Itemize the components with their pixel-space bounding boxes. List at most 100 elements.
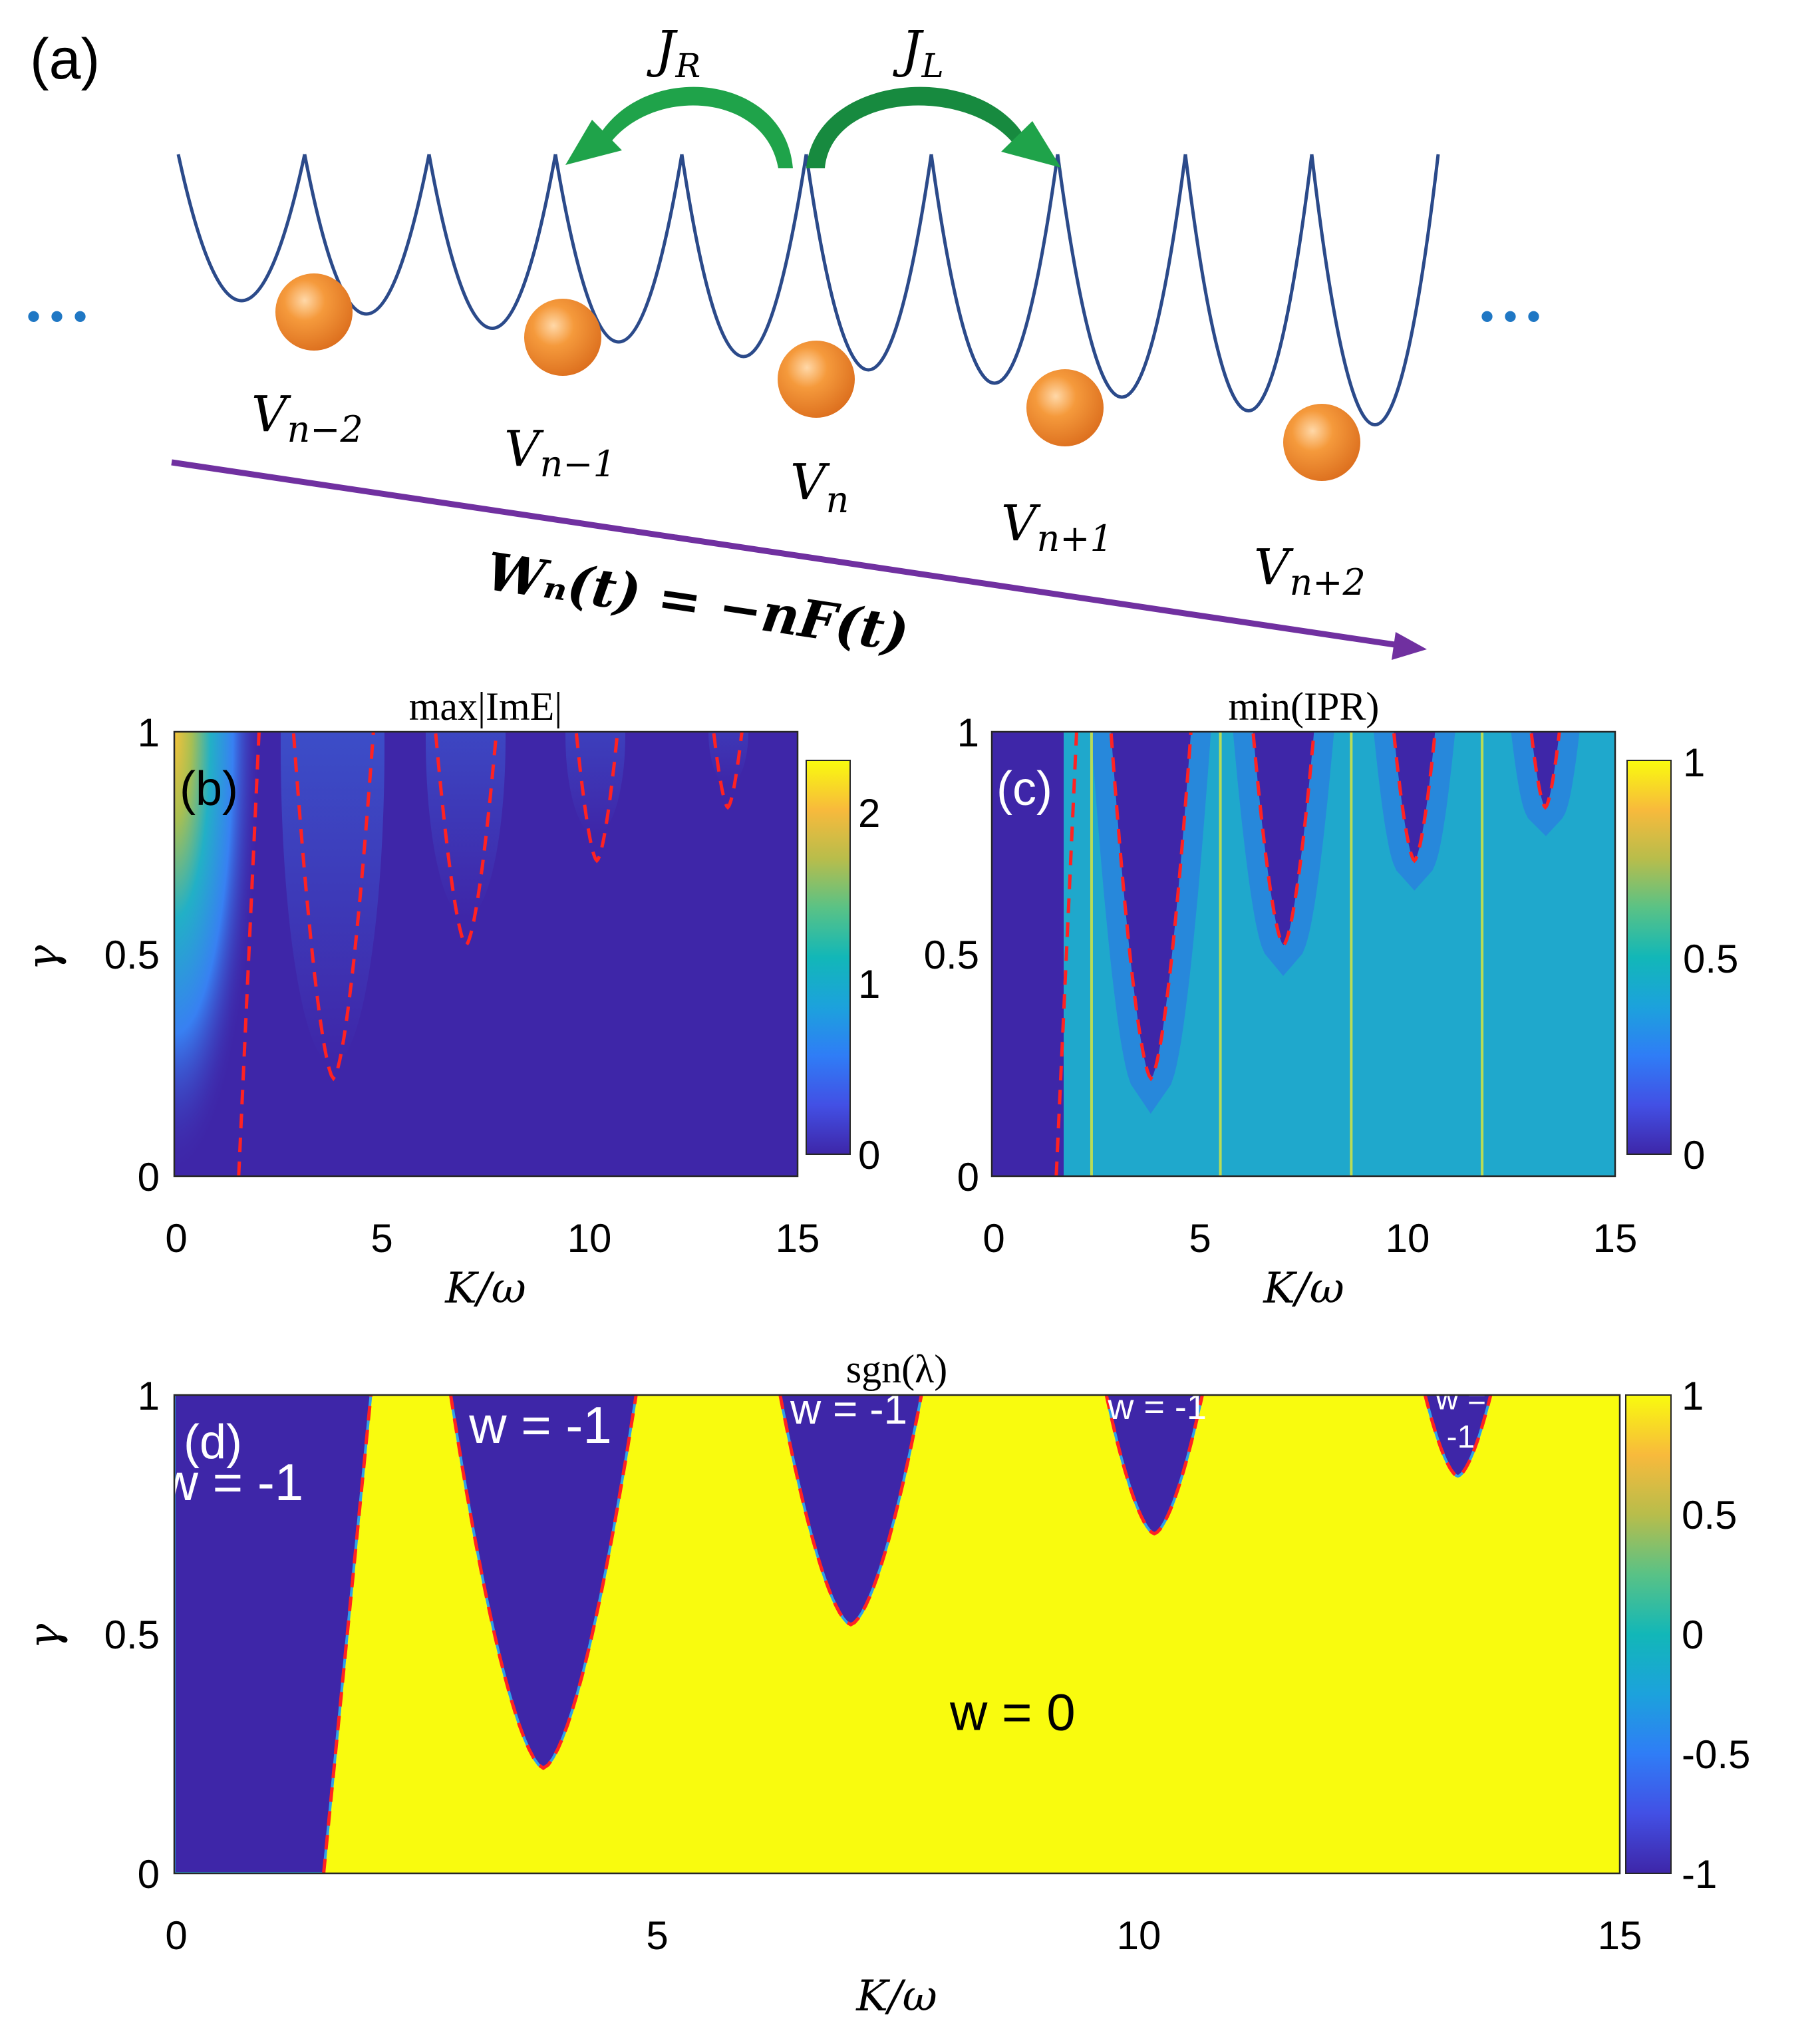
tick-label: 0 bbox=[138, 1155, 160, 1199]
region-label: w = -1 bbox=[1107, 1387, 1207, 1427]
tick-label: 5 bbox=[1189, 1216, 1211, 1261]
tick-label: 5 bbox=[646, 1913, 668, 1958]
panel-d-yticks: 0 0.5 1 bbox=[104, 1374, 160, 1897]
tick-label: 0 bbox=[165, 1913, 187, 1958]
panel-b-label: (b) bbox=[180, 762, 238, 816]
site-balls bbox=[275, 273, 1360, 481]
hop-label-jl: JL bbox=[893, 19, 944, 85]
phase-boundary-d bbox=[322, 1395, 1493, 1873]
region-label: w = -1 bbox=[160, 1453, 304, 1511]
heatmap-c-lobe bbox=[1394, 732, 1436, 861]
hop-arrow-left-icon bbox=[599, 86, 793, 168]
colorbar-tick: 1 bbox=[858, 962, 880, 1007]
colorbar-tick: -1 bbox=[1682, 1852, 1717, 1897]
site-label-n+1: Vn+1 bbox=[1001, 495, 1113, 559]
tick-label: 15 bbox=[776, 1216, 820, 1261]
panel-c-yticks: 0 0.5 1 bbox=[924, 710, 979, 1199]
heatmap-b-lobe bbox=[565, 732, 625, 835]
colorbar-tick: 2 bbox=[858, 791, 880, 836]
region-labels: w = -1 w = -1 w = -1 w = -1 w =-1 w = 0 bbox=[160, 1385, 1486, 1741]
panel-b-yticks: 0 0.5 1 bbox=[104, 710, 160, 1199]
heatmap-b-lobe bbox=[281, 732, 384, 1064]
panel-c: (c) min(IPR) K/ω 0 5 10 15 0 0.5 1 γ 0 0… bbox=[924, 685, 1739, 1313]
heatmap-c-bright-lines bbox=[1090, 732, 1484, 1176]
ellipsis-left: ••• bbox=[27, 294, 96, 339]
hop-label-jr: JR bbox=[647, 19, 700, 85]
tick-label: 0 bbox=[983, 1216, 1004, 1261]
site-labels: Vn−2 Vn−1 Vn Vn+1 Vn+2 bbox=[251, 386, 1366, 603]
heatmap-c bbox=[992, 732, 1615, 1176]
colorbar-b: 0 1 2 bbox=[806, 760, 880, 1177]
tick-label: 1 bbox=[957, 710, 979, 755]
panel-d-xticks: 0 5 10 15 bbox=[165, 1913, 1642, 1958]
site-label-n-1: Vn−1 bbox=[504, 420, 616, 485]
colorbar-tick: 1 bbox=[1682, 1374, 1704, 1418]
colorbar-d: -1 -0.5 0 0.5 1 bbox=[1625, 1374, 1750, 1897]
tick-label: 5 bbox=[371, 1216, 392, 1261]
heatmap-b bbox=[174, 732, 798, 1176]
tick-label: 0.5 bbox=[924, 933, 979, 977]
hop-arrow-right-icon bbox=[806, 86, 1024, 168]
tick-label: 10 bbox=[567, 1216, 612, 1261]
panel-d-xlabel: K/ω bbox=[855, 1972, 937, 2021]
panel-a: (a) ••• ••• JR JL Vn−2 Vn−1 Vn Vn+1 Vn+2 bbox=[27, 19, 1550, 665]
tick-label: 0 bbox=[957, 1155, 979, 1199]
phase-boundary-c bbox=[1054, 732, 1561, 1176]
hop-arrow-left-head bbox=[565, 120, 622, 165]
phase-boundary-b bbox=[237, 732, 744, 1176]
tick-label: 15 bbox=[1593, 1216, 1638, 1261]
heatmap-c-lobe bbox=[1253, 732, 1314, 945]
colorbar-tick: 0 bbox=[1683, 1133, 1705, 1177]
heatmap-c-lobe bbox=[1531, 732, 1560, 808]
ball-n bbox=[778, 341, 855, 418]
ball-n-1 bbox=[524, 299, 601, 376]
panel-c-xlabel: K/ω bbox=[1263, 1264, 1344, 1313]
field-label: Wₙ(t) = −nF(t) bbox=[482, 542, 913, 665]
tick-label: 0 bbox=[138, 1852, 160, 1897]
tick-label: 1 bbox=[138, 710, 160, 755]
colorbar-tick: -0.5 bbox=[1682, 1732, 1750, 1777]
ball-n+1 bbox=[1026, 369, 1104, 446]
site-label-n-2: Vn−2 bbox=[251, 386, 363, 450]
panel-d-title: sgn(λ) bbox=[846, 1347, 947, 1391]
heatmap-c-left-dark bbox=[992, 732, 1064, 1176]
panel-d: w = -1w = -1 w = -1 w = -1 w =-1w = 0 (d) s… bbox=[20, 1347, 1750, 2021]
region-label: w = -1 bbox=[790, 1385, 907, 1433]
colorbar-tick: 0 bbox=[858, 1133, 880, 1177]
region-label: w = -1 bbox=[468, 1396, 612, 1454]
panel-b-xlabel: K/ω bbox=[444, 1264, 526, 1313]
heatmap-d: w = -1 w = -1 w = -1 w = -1 w =-1 w = 0 bbox=[160, 1385, 1620, 1873]
panel-c-title: min(IPR) bbox=[1229, 685, 1380, 728]
panel-b: (b) max|ImE| K/ω 0 5 10 15 0 0.5 1 γ 0 1… bbox=[19, 685, 880, 1313]
ellipsis-right: ••• bbox=[1480, 294, 1550, 339]
heatmap-b-lobe bbox=[426, 732, 506, 918]
tick-label: 10 bbox=[1117, 1913, 1161, 1958]
panel-a-label: (a) bbox=[30, 27, 100, 91]
ball-n+2 bbox=[1283, 404, 1360, 481]
site-label-n+2: Vn+2 bbox=[1254, 539, 1366, 603]
region-label: -1 bbox=[1447, 1420, 1475, 1455]
tick-label: 15 bbox=[1598, 1913, 1642, 1958]
panel-b-xticks: 0 5 10 15 bbox=[165, 1216, 820, 1261]
panel-d-ylabel: γ bbox=[20, 1623, 69, 1649]
colorbar-tick: 0.5 bbox=[1682, 1493, 1737, 1537]
hop-arrow-right-head bbox=[1001, 121, 1061, 168]
heatmap-c-lobe bbox=[1111, 732, 1191, 1078]
hopping-arrows: JR JL bbox=[565, 19, 1061, 168]
panel-c-label: (c) bbox=[996, 762, 1052, 816]
colorbar-tick: 0.5 bbox=[1683, 937, 1738, 981]
panel-b-title: max|ImE| bbox=[409, 685, 563, 728]
colorbar-tick: 0 bbox=[1682, 1613, 1704, 1657]
potential-wells-curve bbox=[176, 152, 1440, 426]
colorbar-c: 0 0.5 1 bbox=[1626, 740, 1738, 1177]
heatmap-b-corner-glow bbox=[174, 732, 261, 1176]
tick-label: 0.5 bbox=[104, 1613, 160, 1657]
region-label: w = 0 bbox=[949, 1682, 1076, 1741]
ball-n-2 bbox=[275, 273, 353, 351]
field-arrow-head bbox=[1392, 632, 1427, 660]
field-arrow-line bbox=[171, 459, 1404, 649]
tick-label: 10 bbox=[1386, 1216, 1430, 1261]
tick-label: 1 bbox=[138, 1374, 160, 1418]
panel-d-label: (d) bbox=[184, 1416, 242, 1469]
